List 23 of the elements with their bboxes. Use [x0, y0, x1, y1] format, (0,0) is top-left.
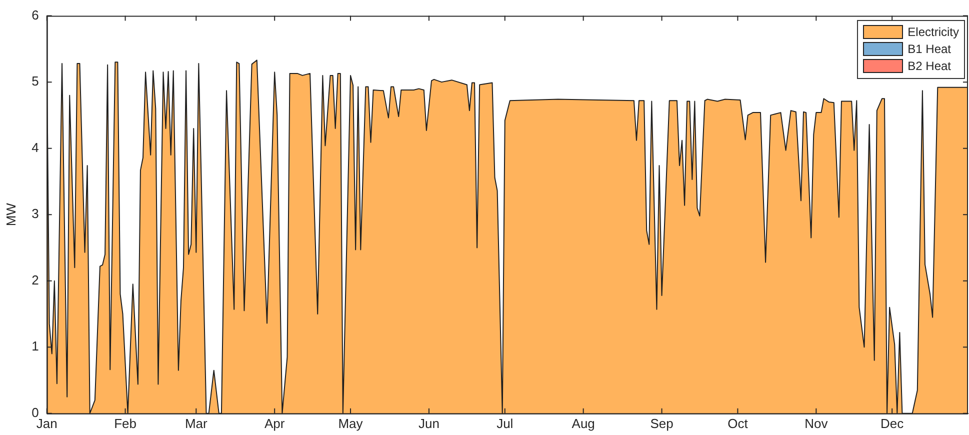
y-axis-title: MW — [3, 202, 18, 226]
x-tick-label: Jul — [496, 416, 514, 431]
y-tick-label: 4 — [32, 140, 39, 155]
legend-label: B1 Heat — [908, 42, 952, 56]
y-tick-label: 6 — [32, 7, 39, 22]
x-tick-label: Jan — [36, 416, 58, 431]
y-tick-label: 3 — [32, 206, 39, 222]
x-tick-label: Aug — [572, 416, 595, 431]
x-tick-label: Oct — [728, 416, 748, 431]
legend-label: B2 Heat — [908, 59, 952, 74]
legend-label: Electricity — [908, 25, 959, 40]
y-tick-label: 0 — [32, 404, 39, 420]
y-tick-label: 5 — [32, 74, 39, 89]
x-tick-label: Dec — [880, 416, 904, 431]
x-tick-label: May — [338, 416, 364, 431]
x-tick-label: Nov — [804, 416, 828, 431]
y-tick-label: 1 — [32, 338, 39, 354]
x-tick-label: Feb — [114, 416, 136, 431]
x-tick-label: Jun — [418, 416, 440, 431]
x-tick-label: Apr — [264, 416, 286, 431]
x-tick-label: Sep — [650, 416, 674, 431]
x-tick-label: Mar — [184, 416, 208, 431]
y-tick-label: 2 — [32, 272, 39, 288]
